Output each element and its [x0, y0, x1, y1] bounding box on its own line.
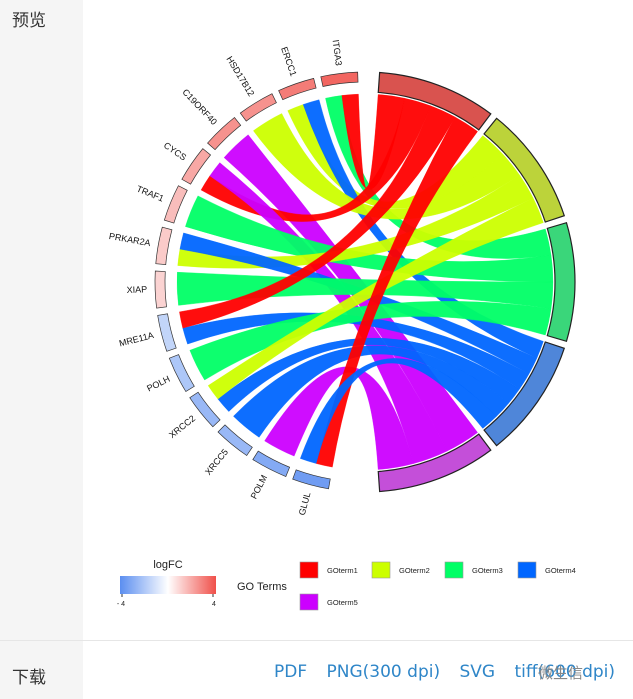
ribbon-hsd17b12-goterm2: [253, 113, 520, 220]
logfc-max-label: 4: [212, 601, 216, 608]
term-sector-goterm2: [483, 117, 566, 223]
legend-label-goterm4: GOterm4: [545, 566, 576, 575]
gene-logfc-block-hsd17b12: [239, 93, 277, 122]
logfc-gradient-bar: [120, 576, 216, 594]
legend-swatch-goterm2: [371, 561, 391, 579]
gene-logfc-block-ercc1: [278, 77, 317, 101]
term-sector-goterm3: [546, 221, 576, 343]
gene-label-xrcc2: XRCC2: [167, 413, 197, 440]
gene-logfc-block-mre11a: [157, 313, 177, 352]
term-sector-goterm5: [377, 433, 492, 493]
chart-panel: ITGA3 ERCC1 HSD17B12 C19ORF40 CYCS TRAF1 PRKAR…: [84, 0, 633, 640]
left-label-column: [0, 0, 83, 699]
watermark-text: 微生信: [538, 664, 584, 682]
download-tiff-link[interactable]: tiff(600 dpi): [514, 662, 616, 682]
gene-label-polm: POLM: [249, 473, 270, 500]
gene-logfc-block-polm: [252, 450, 291, 477]
go-terms-legend-title: GO Terms: [237, 581, 287, 593]
download-links: PDF PNG(300 dpi) SVG tiff(600 dpi): [274, 662, 629, 682]
download-label: 下载: [12, 668, 46, 688]
logfc-legend-title: logFC: [153, 559, 182, 571]
term-sector-goterm1: [377, 71, 492, 131]
legend-label-goterm5: GOterm5: [327, 598, 358, 607]
gene-logfc-block-xrcc2: [189, 391, 221, 428]
gene-label-xiap: XIAP: [126, 284, 147, 295]
download-png-link[interactable]: PNG(300 dpi): [326, 662, 441, 682]
gene-label-hsd17b12: HSD17B12: [224, 54, 256, 98]
ribbon-mre11a-goterm1: [179, 105, 456, 329]
ribbon-ercc1-goterm4: [302, 99, 544, 359]
gene-logfc-block-cycs: [181, 148, 212, 185]
row-divider: [0, 640, 633, 641]
gene-label-cycs: CYCS: [162, 140, 188, 162]
legend-swatch-goterm1: [299, 561, 319, 579]
legend-swatch-goterm5: [299, 593, 319, 611]
gene-logfc-block-prkar2a: [155, 226, 173, 265]
gene-label-polh: POLH: [145, 374, 171, 394]
legend-swatch-goterm4: [517, 561, 537, 579]
gene-label-mre11a: MRE11A: [118, 330, 155, 348]
legend-label-goterm3: GOterm3: [472, 566, 503, 575]
download-pdf-link[interactable]: PDF: [274, 662, 308, 682]
ribbon-xrcc2-goterm2: [207, 197, 544, 400]
gene-logfc-block-xiap: [154, 270, 167, 309]
legend-swatch-goterm3: [444, 561, 464, 579]
logfc-min-label: - 4: [117, 601, 125, 608]
gene-label-prkar2a: PRKAR2A: [108, 231, 151, 248]
gene-logfc-block-glul: [292, 469, 331, 490]
gene-logfc-block-xrcc5: [217, 424, 253, 456]
gene-label-glul: GLUL: [297, 491, 313, 516]
ribbon-traf1-goterm3: [185, 195, 554, 283]
download-svg-link[interactable]: SVG: [459, 662, 496, 682]
gene-logfc-block-traf1: [163, 185, 188, 224]
gene-logfc-block-c19orf40: [207, 116, 242, 151]
preview-label: 预览: [12, 11, 46, 31]
gene-label-traf1: TRAF1: [135, 184, 165, 204]
gene-label-c19orf40: C19ORF40: [180, 87, 219, 127]
ribbon-xrcc2-goterm4: [217, 337, 520, 412]
gene-label-xrcc5: XRCC5: [203, 447, 230, 477]
gene-label-itga3: ITGA3: [331, 39, 344, 66]
gene-logfc-block-polh: [168, 354, 195, 392]
legend-label-goterm1: GOterm1: [327, 566, 358, 575]
gene-label-ercc1: ERCC1: [279, 45, 298, 77]
gene-logfc-block-itga3: [320, 71, 359, 87]
legend-label-goterm2: GOterm2: [399, 566, 430, 575]
term-sector-goterm4: [483, 341, 566, 447]
ribbon-itga3-goterm1: [341, 93, 405, 190]
